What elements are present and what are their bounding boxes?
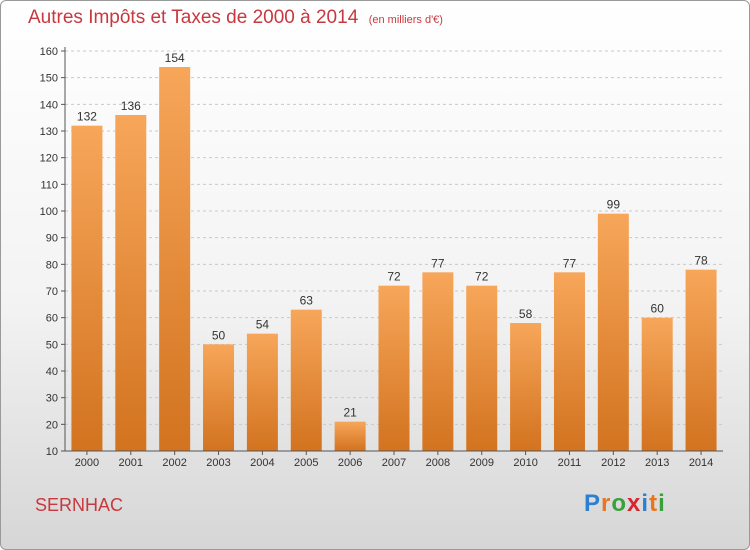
y-tick-label: 50	[46, 339, 58, 351]
y-tick-label: 80	[46, 259, 58, 271]
y-tick-label: 90	[46, 233, 58, 245]
y-tick-label: 10	[46, 446, 58, 458]
logo-letter: i	[658, 490, 666, 517]
bar-value-label: 154	[165, 51, 185, 65]
y-tick-label: 20	[46, 419, 58, 431]
bar-value-label: 50	[212, 328, 226, 342]
y-tick-label: 130	[40, 126, 58, 138]
y-tick-label: 40	[46, 366, 58, 378]
y-tick-label: 140	[40, 99, 58, 111]
proxiti-logo: Proxiti	[584, 490, 666, 518]
bar	[422, 272, 454, 451]
chart-title: Autres Impôts et Taxes de 2000 à 2014 (e…	[28, 7, 443, 29]
bar-value-label: 63	[300, 294, 314, 308]
y-tick-label: 100	[40, 206, 58, 218]
axes: 10 20 30 40 50 60 70 80 90 100 110 120 130 140 150 160 2…	[40, 46, 723, 469]
y-tick-label: 160	[40, 46, 58, 58]
x-tick-label: 2010	[513, 457, 537, 469]
x-tick-label: 2004	[250, 457, 274, 469]
x-tick-label: 2003	[206, 457, 230, 469]
commune-name: SERNHAC	[35, 495, 124, 515]
bar-value-label: 58	[519, 307, 533, 321]
bar-value-label: 54	[256, 318, 270, 332]
logo-letter: o	[611, 490, 628, 517]
logo-letter: r	[601, 490, 612, 517]
bar	[466, 285, 498, 451]
bar	[641, 317, 673, 451]
logo-letter: i	[641, 490, 650, 517]
bar	[685, 269, 717, 451]
data-labels: 132 136 154 50 54 63 21 72 77 72 58 77 99 60 78	[77, 51, 708, 420]
logo-letter: x	[627, 490, 642, 517]
y-tick-label: 30	[46, 393, 58, 405]
bars	[71, 67, 717, 452]
bar	[290, 309, 322, 451]
bar	[553, 272, 585, 451]
bar-value-label: 136	[121, 99, 141, 113]
y-tick-label: 60	[46, 313, 58, 325]
bar-value-label: 72	[475, 270, 489, 284]
x-tick-label: 2005	[294, 457, 318, 469]
x-tick-label: 2012	[601, 457, 625, 469]
logo-letter: t	[649, 490, 659, 517]
bar	[334, 421, 366, 451]
y-tick-label: 150	[40, 73, 58, 85]
x-tick-label: 2008	[426, 457, 450, 469]
bar	[510, 323, 542, 451]
x-tick-label: 2006	[338, 457, 362, 469]
bar	[71, 125, 103, 452]
bar-value-label: 21	[343, 406, 357, 420]
bar-value-label: 99	[607, 198, 621, 212]
bar	[597, 213, 629, 451]
x-tick-label: 2011	[558, 457, 582, 469]
x-tick-label: 2007	[382, 457, 406, 469]
bar-value-label: 72	[387, 270, 401, 284]
x-tick-label: 2014	[689, 457, 713, 469]
bar-value-label: 60	[651, 302, 665, 316]
x-tick-label: 2001	[119, 457, 143, 469]
bar-chart: 132 136 154 50 54 63 21 72 77 72 58 77 99 60 78 10 20 30…	[40, 46, 723, 469]
bar	[159, 67, 191, 451]
bar-value-label: 77	[563, 256, 577, 270]
bar	[246, 333, 278, 451]
bar	[115, 115, 147, 451]
bar-value-label: 78	[694, 254, 708, 268]
x-tick-label: 2009	[469, 457, 493, 469]
x-tick-label: 2013	[645, 457, 669, 469]
x-tick-label: 2000	[75, 457, 99, 469]
bar	[378, 285, 410, 451]
chart-title-text: Autres Impôts et Taxes de 2000 à 2014	[28, 7, 359, 28]
bar	[203, 344, 235, 451]
y-tick-label: 110	[40, 179, 58, 191]
y-tick-label: 120	[40, 153, 58, 165]
x-tick-label: 2002	[162, 457, 186, 469]
bar-value-label: 132	[77, 110, 97, 124]
bar-value-label: 77	[431, 256, 445, 270]
logo-letter: P	[584, 490, 602, 517]
chart-unit: (en milliers d'€)	[368, 14, 443, 26]
y-tick-label: 70	[46, 286, 58, 298]
